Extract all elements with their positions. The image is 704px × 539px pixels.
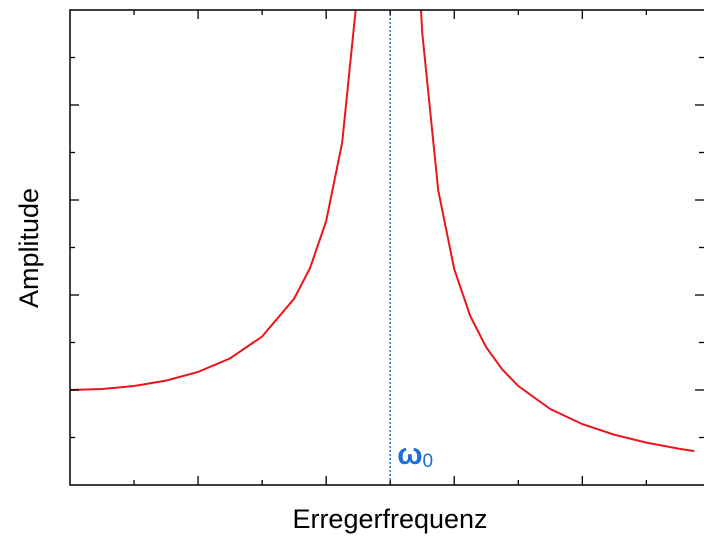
plot-frame [69,9,704,486]
y-axis-label: Amplitude [14,188,44,308]
resonance-label: ω0 [397,438,433,472]
subscript: 0 [423,451,434,472]
x-axis-label: Erregerfrequenz [292,504,487,534]
curve [70,10,695,453]
omega: ω [397,438,422,471]
